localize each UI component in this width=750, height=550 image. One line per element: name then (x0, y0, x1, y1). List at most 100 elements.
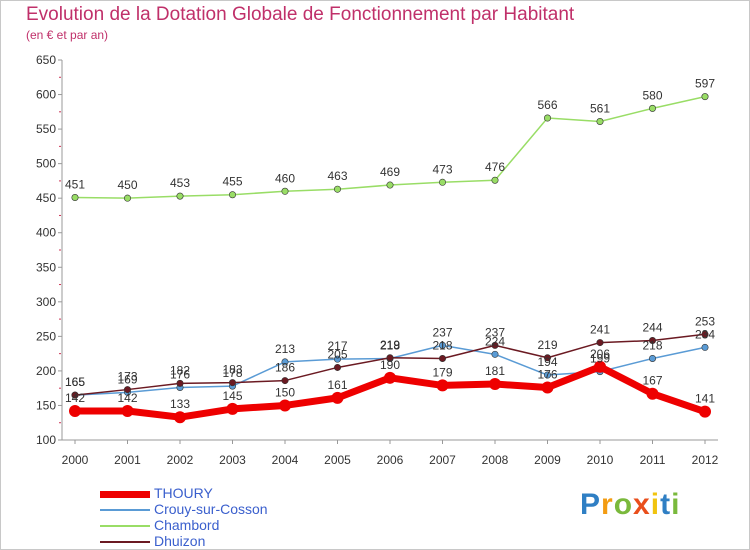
data-point (438, 341, 446, 349)
data-label: 142 (117, 391, 137, 405)
legend-label: Dhuizon (154, 533, 206, 549)
data-point (281, 377, 289, 385)
data-label: 460 (275, 171, 295, 185)
data-label: 218 (642, 338, 662, 352)
data-label: 199 (590, 352, 610, 366)
data-point (543, 114, 551, 122)
data-label: 181 (485, 364, 505, 378)
data-point (543, 354, 551, 362)
proxiti-logo: Proxiti (580, 488, 680, 522)
data-label: 561 (590, 101, 610, 115)
data-label: 173 (117, 370, 137, 384)
data-point (541, 381, 554, 394)
data-point (333, 355, 341, 363)
logo-letter: i (671, 488, 681, 521)
legend-swatch (100, 509, 150, 512)
data-label: 463 (327, 169, 347, 183)
x-tick-label: 2008 (482, 453, 509, 467)
y-tick-label: 500 (36, 157, 56, 171)
data-label: 165 (65, 375, 85, 389)
data-point (384, 371, 396, 384)
data-label: 165 (65, 375, 85, 389)
y-tick-label: 250 (36, 329, 56, 343)
data-label: 253 (695, 314, 715, 328)
data-point (281, 358, 289, 366)
chart-legend: THOURY Crouy-sur-Cosson Chambord Dhuizon (100, 485, 268, 549)
data-point (71, 391, 79, 399)
data-label: 176 (537, 367, 557, 381)
data-point (281, 187, 289, 195)
data-point (226, 402, 239, 415)
data-point (176, 379, 184, 387)
data-label: 145 (222, 389, 242, 403)
logo-letter: r (601, 488, 614, 521)
data-point (596, 117, 604, 125)
data-point (124, 386, 132, 394)
x-tick-label: 2007 (429, 453, 456, 467)
data-point (438, 178, 446, 186)
x-tick-label: 2004 (272, 453, 299, 467)
data-point (491, 341, 499, 349)
data-label: 476 (485, 160, 505, 174)
x-tick-label: 2011 (640, 453, 666, 467)
data-label: 580 (642, 88, 662, 102)
x-tick-label: 2003 (219, 453, 246, 467)
data-label: 469 (380, 165, 400, 179)
data-label: 186 (275, 361, 295, 375)
y-tick-label: 200 (36, 364, 56, 378)
data-label: 142 (65, 391, 85, 405)
x-tick-label: 2010 (587, 453, 614, 467)
data-point (699, 405, 711, 418)
data-point (121, 404, 134, 417)
y-tick-label: 450 (36, 191, 56, 205)
data-label: 167 (642, 374, 662, 388)
x-tick-label: 2009 (534, 453, 561, 467)
y-tick-label: 550 (36, 122, 56, 136)
data-label: 218 (432, 338, 452, 352)
data-point (69, 404, 81, 417)
data-label: 241 (590, 323, 610, 337)
data-label: 224 (485, 334, 505, 348)
data-point (386, 354, 394, 362)
data-point (124, 194, 132, 202)
legend-label: Crouy-sur-Cosson (154, 501, 268, 517)
legend-swatch (100, 490, 150, 498)
data-label: 218 (380, 338, 400, 352)
data-label: 194 (537, 355, 557, 369)
data-label: 453 (170, 176, 190, 190)
data-point (386, 181, 394, 189)
legend-item: Dhuizon (100, 533, 268, 549)
legend-item: THOURY (100, 485, 268, 501)
data-label: 178 (222, 366, 242, 380)
x-tick-label: 2006 (377, 453, 404, 467)
data-point (648, 354, 656, 362)
legend-swatch (100, 541, 150, 544)
x-tick-label: 2001 (114, 453, 141, 467)
data-label: 237 (485, 325, 505, 339)
data-label: 179 (432, 365, 452, 379)
data-label: 182 (170, 363, 190, 377)
y-tick-label: 100 (36, 433, 56, 447)
data-point (174, 411, 186, 424)
data-point (491, 176, 499, 184)
data-point (229, 379, 237, 387)
data-label: 244 (642, 321, 662, 335)
y-tick-label: 150 (36, 398, 56, 412)
data-point (333, 185, 341, 193)
data-label: 205 (327, 347, 347, 361)
data-point (596, 339, 604, 347)
x-tick-label: 2002 (167, 453, 194, 467)
logo-letter: i (650, 488, 661, 521)
data-label: 183 (222, 363, 242, 377)
data-point (489, 378, 501, 391)
x-tick-label: 2000 (62, 453, 89, 467)
legend-swatch (100, 525, 150, 528)
data-point (491, 350, 499, 358)
legend-label: THOURY (154, 485, 213, 501)
data-label: 566 (537, 98, 557, 112)
x-tick-label: 2012 (692, 453, 719, 467)
y-tick-label: 400 (36, 226, 56, 240)
data-label: 455 (222, 175, 242, 189)
